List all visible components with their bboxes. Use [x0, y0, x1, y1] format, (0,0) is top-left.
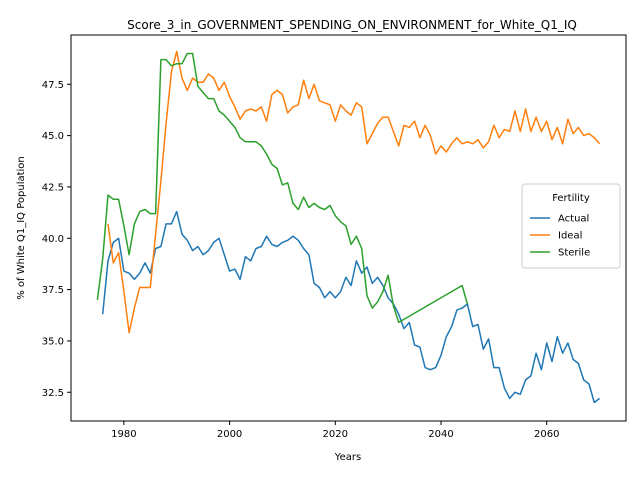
- x-tick-label: 2020: [323, 429, 348, 440]
- series-lines: [96, 50, 601, 404]
- y-tick-label: 45.0: [42, 131, 64, 142]
- plot-area: [70, 34, 627, 422]
- y-tick-label: 37.5: [42, 285, 64, 296]
- legend-label-actual: Actual: [558, 214, 589, 225]
- y-tick-label: 32.5: [42, 388, 64, 399]
- axes-frame: [70, 34, 627, 422]
- chart-title: Score_3_in_GOVERNMENT_SPENDING_ON_ENVIRO…: [127, 18, 577, 32]
- legend-label-ideal: Ideal: [558, 231, 582, 242]
- y-axis: 32.5 35.0 37.5 40.0 42.5 45.0 47.5: [42, 80, 71, 399]
- y-tick-label: 35.0: [42, 336, 64, 347]
- x-tick-label: 1980: [111, 429, 136, 440]
- legend-box: [521, 183, 621, 269]
- series-line-sterile: [96, 52, 469, 324]
- series-line-actual: [101, 210, 601, 404]
- x-tick-label: 2060: [534, 429, 559, 440]
- legend: Fertility Actual Ideal Sterile: [521, 183, 621, 269]
- y-axis-label: % of White Q1_IQ Population: [16, 156, 27, 300]
- legend-title: Fertility: [552, 193, 590, 204]
- legend-items: Actual Ideal Sterile: [530, 214, 590, 259]
- y-tick-label: 42.5: [42, 182, 64, 193]
- series-line-ideal: [107, 50, 601, 334]
- x-tick-label: 2040: [428, 429, 453, 440]
- x-tick-label: 2000: [217, 429, 242, 440]
- x-axis: 1980 2000 2020 2040 2060: [111, 421, 559, 440]
- legend-label-sterile: Sterile: [558, 248, 590, 259]
- y-tick-label: 40.0: [42, 234, 64, 245]
- x-axis-label: Years: [334, 452, 361, 463]
- y-tick-label: 47.5: [42, 80, 64, 91]
